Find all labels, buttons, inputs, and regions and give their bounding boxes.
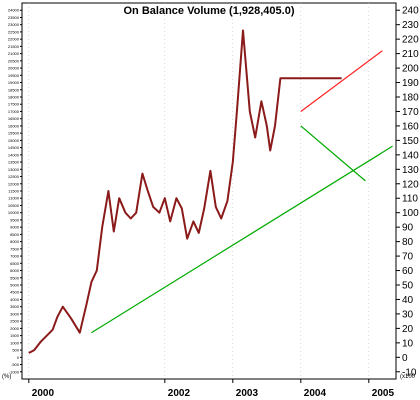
y-tick-label: 50	[402, 281, 414, 292]
y-tick-label: 0	[402, 353, 408, 364]
left-tick-label: 21500	[8, 44, 20, 49]
left-tick-label: -500	[11, 362, 20, 367]
plot-frame	[21, 2, 397, 380]
left-tick-label: 10500	[8, 203, 20, 208]
left-tick-label: 500	[12, 348, 19, 353]
left-tick-label: 7000	[10, 254, 20, 259]
left-tick-label: 4000	[10, 297, 20, 302]
left-tick-label: 5000	[10, 283, 20, 288]
trendline-2	[300, 50, 383, 112]
y-tick-label: 220	[402, 35, 419, 46]
left-tick-label: 18000	[8, 95, 20, 100]
right-unit-label: (x100	[400, 374, 416, 380]
left-tick-label: 20000	[8, 66, 20, 71]
y-tick-label: 120	[402, 179, 419, 190]
y-tick-label: 110	[402, 194, 418, 205]
left-tick-label: 19000	[8, 80, 20, 85]
y-tick-label: 230	[402, 20, 419, 31]
left-tick-label: 9000	[10, 225, 20, 230]
left-tick-label: 15000	[8, 138, 20, 143]
y-tick-label: 20	[402, 324, 414, 335]
left-tick-label: 5500	[10, 275, 20, 280]
y-tick-label: 100	[402, 208, 419, 219]
y-tick-label: 10	[402, 338, 414, 349]
left-tick-label: 11000	[8, 196, 20, 201]
left-tick-label: 6000	[10, 268, 20, 273]
y-tick-label: 40	[402, 295, 414, 306]
y-tick-label: -10	[402, 367, 417, 378]
left-tick-label: 17500	[8, 102, 20, 107]
left-tick-label: 3000	[10, 311, 20, 316]
y-tick-label: 130	[402, 165, 419, 176]
left-tick-label: 18500	[8, 87, 20, 92]
grid-lines	[28, 3, 370, 379]
x-tick-label: 2004	[304, 388, 327, 399]
left-tick-label: 9500	[10, 217, 20, 222]
left-tick-label: 19500	[8, 73, 20, 78]
left-tick-label: 2500	[10, 319, 20, 324]
y-tick-label: 170	[402, 107, 419, 118]
left-tick-label: 22500	[8, 29, 20, 34]
left-tick-label: 14000	[8, 152, 20, 157]
left-tick-label: 1000	[10, 340, 20, 345]
x-tick-label: 2003	[236, 388, 259, 399]
y-tick-label: 70	[402, 252, 414, 263]
left-tick-label: 14500	[8, 145, 20, 150]
y-tick-label: 190	[402, 78, 419, 89]
x-axis-ticks: 2000 2002 2003 2004 2005	[28, 379, 395, 399]
right-axis-ticks: -10 0 10 20 30 40 50 60 70 80 90 100 110 120 130 140 150…	[396, 6, 419, 378]
left-tick-label: 8500	[10, 232, 20, 237]
left-tick-label: 24000	[8, 8, 20, 13]
y-tick-label: 160	[402, 121, 419, 132]
left-tick-label: 22000	[8, 37, 20, 42]
left-tick-label: 16500	[8, 116, 20, 121]
left-tick-label: 3500	[10, 304, 20, 309]
left-axis-ticks: -1000 -500 0 500 1000 1500 2000 2500 3000 3500 400…	[8, 8, 22, 374]
y-tick-label: 240	[402, 6, 419, 17]
y-tick-label: 60	[402, 266, 414, 277]
y-tick-label: 80	[402, 237, 414, 248]
left-tick-label: 16000	[8, 123, 20, 128]
left-tick-label: 1500	[10, 333, 20, 338]
left-tick-label: 11500	[8, 189, 20, 194]
left-tick-label: 23000	[8, 22, 20, 27]
trendlines	[91, 50, 393, 334]
left-tick-label: 4500	[10, 290, 20, 295]
y-tick-label: 150	[402, 136, 419, 147]
left-tick-label: 7500	[10, 246, 20, 251]
series-group	[28, 29, 342, 354]
x-tick-label: 2002	[168, 388, 191, 399]
left-tick-label: 13500	[8, 160, 20, 165]
left-tick-label: 12500	[8, 174, 20, 179]
left-tick-label: 12000	[8, 181, 20, 186]
y-tick-label: 200	[402, 64, 419, 75]
left-tick-label: 20500	[8, 58, 20, 63]
left-tick-label: 21000	[8, 51, 20, 56]
trendline-0	[91, 145, 393, 334]
left-tick-label: 8000	[10, 239, 20, 244]
y-tick-label: 30	[402, 309, 414, 320]
y-tick-label: 140	[402, 150, 419, 161]
y-tick-label: 180	[402, 93, 419, 104]
x-tick-label: 2005	[372, 388, 395, 399]
left-tick-label: 10000	[8, 210, 20, 215]
left-tick-label: 17000	[8, 109, 20, 114]
left-unit-label: (%)	[2, 374, 11, 380]
obv-line-0	[28, 29, 342, 354]
x-tick-label: 2000	[32, 388, 55, 399]
y-tick-label: 210	[402, 49, 419, 60]
left-tick-label: -1000	[9, 369, 20, 374]
left-tick-label: 23500	[8, 15, 20, 20]
chart-title: On Balance Volume (1,928,405.0)	[124, 5, 295, 17]
left-tick-label: 6500	[10, 261, 20, 266]
left-tick-label: 2000	[10, 326, 20, 331]
left-tick-label: 0	[17, 355, 20, 360]
trendline-1	[300, 125, 366, 182]
left-tick-label: 15500	[8, 131, 20, 136]
left-tick-label: 13000	[8, 167, 20, 172]
y-tick-label: 90	[402, 223, 414, 234]
